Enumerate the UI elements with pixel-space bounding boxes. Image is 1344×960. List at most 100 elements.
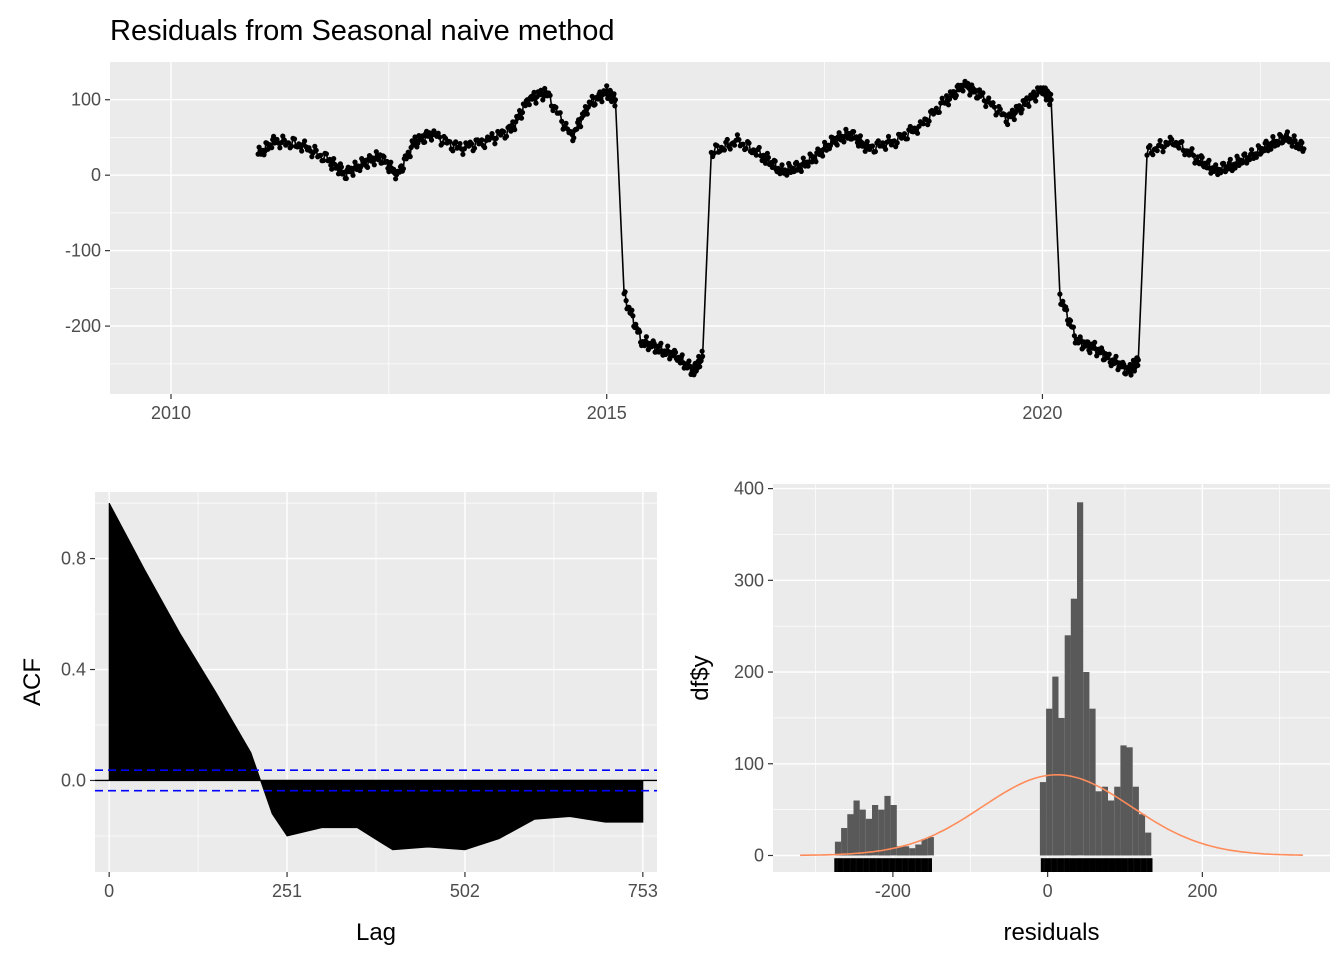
residual-point [431,128,437,134]
residual-point [1150,152,1156,158]
residual-point [612,103,618,109]
residual-point [271,133,277,139]
x-tick-label: 200 [1187,881,1217,901]
residual-point [327,156,333,162]
residual-point [904,136,911,142]
residual-point [1002,112,1008,118]
residual-point [288,143,295,149]
residual-point [665,343,671,349]
residual-point [1005,121,1011,128]
residual-point [1048,97,1054,103]
residual-point [724,136,730,143]
residual-point [1135,362,1141,368]
residual-point [612,97,619,103]
residual-point [343,175,349,182]
residual-point [1070,324,1076,330]
residual-point [299,148,305,154]
residual-point [492,141,498,147]
residual-point [1147,143,1153,149]
residual-point [533,100,539,106]
residual-point [318,152,324,158]
histogram-bar [1108,800,1115,856]
x-tick-label: 0 [104,881,114,901]
residual-point [435,130,441,136]
panel-background [110,62,1330,394]
residual-point [563,120,569,126]
residual-point [1154,148,1160,154]
residual-point [630,313,636,319]
residual-point [734,132,741,138]
residual-point [329,166,335,172]
residual-point [469,141,475,147]
residual-point [1206,157,1212,163]
residual-point [901,131,908,137]
residual-point [1113,353,1119,359]
residual-point [714,143,720,149]
residual-point [352,159,358,165]
residual-point [503,133,510,139]
residual-point [489,131,495,137]
residual-point [960,88,966,94]
y-tick-label: 0.4 [61,660,86,680]
residual-point [1011,116,1017,123]
residual-point [885,133,892,140]
histogram-bar [1070,598,1077,856]
histogram-bar [1126,747,1133,856]
y-tick-label: 200 [734,662,764,682]
residual-point [679,352,685,358]
residual-point [986,95,992,101]
acf-plot: 0.0 0.4 0.8 0 251 502 753 Lag ACF [19,492,658,946]
histogram-bar [1039,782,1047,856]
residual-point [447,139,453,145]
residual-point [592,101,598,107]
residual-point [1087,350,1093,356]
histogram-bar [847,814,854,856]
histogram-bar [872,805,879,856]
residual-point [531,89,537,95]
residual-point [440,140,446,146]
residual-point [1033,98,1039,104]
residual-point [990,100,996,106]
residual-point [827,143,834,149]
residual-point [365,164,371,170]
x-tick-label: 2010 [151,403,191,423]
y-tick-label: -200 [65,316,101,336]
residual-point [1106,351,1112,357]
residual-point [384,158,390,164]
residual-point [1135,357,1141,363]
histogram-bar [841,828,848,856]
x-tick-label: 502 [450,881,480,901]
residual-point [1227,156,1233,162]
residual-point [798,168,804,174]
residual-point [277,145,283,151]
residual-point [658,340,664,346]
residual-point [756,144,762,151]
residual-point [820,153,826,159]
residual-point [471,145,478,151]
residual-point [501,129,507,135]
residual-point [800,155,806,161]
residual-point [381,154,387,160]
residual-point [482,144,488,151]
y-tick-label: 400 [734,479,764,499]
residual-point [753,152,759,158]
residual-point [894,140,900,146]
residual-point [857,133,864,139]
x-tick-label: -200 [875,881,911,901]
residual-point [851,129,857,135]
histogram-bar [1077,502,1084,856]
residual-point [1190,152,1197,158]
histogram-bar [884,795,891,856]
residual-point [731,142,738,148]
normal-density-curve [800,774,1303,857]
residual-point [331,156,337,162]
residual-point [388,159,394,165]
residual-point [1301,146,1307,152]
residual-point [944,93,950,99]
residual-point [479,137,485,143]
residual-point [518,115,525,121]
histogram-bar [1089,708,1096,856]
residual-point [907,123,913,130]
residual-point [834,142,840,148]
histogram-bar [865,818,872,856]
